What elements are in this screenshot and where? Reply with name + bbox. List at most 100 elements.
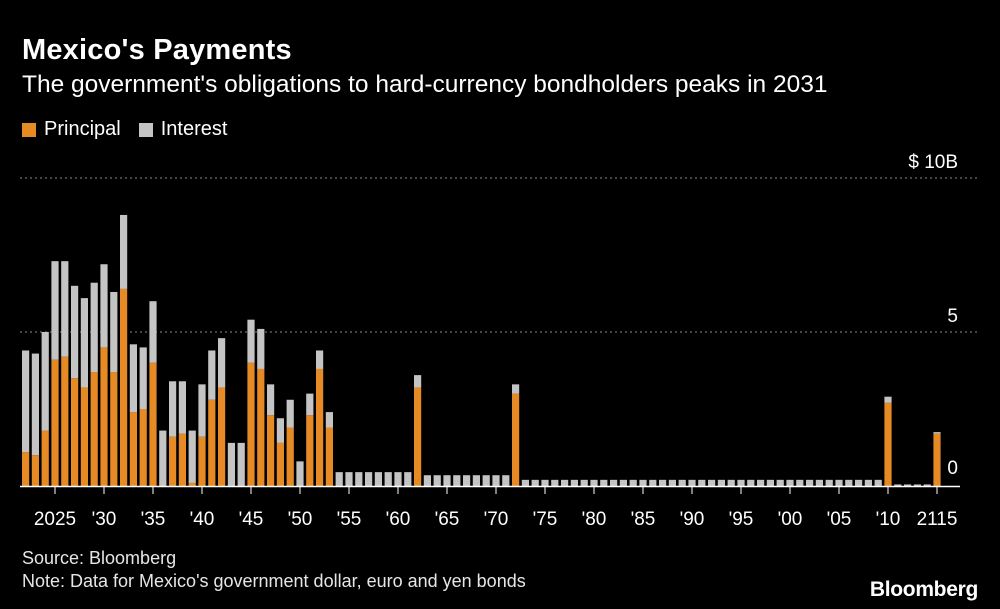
- bar-interest: [149, 301, 157, 363]
- source-note: Source: Bloomberg: [22, 548, 177, 568]
- bar-interest: [512, 384, 520, 394]
- bar-interest: [453, 475, 461, 486]
- bar-interest: [668, 479, 676, 486]
- legend-swatch-principal: [22, 122, 36, 137]
- x-tick-label: '65: [435, 509, 460, 530]
- bar-interest: [374, 472, 382, 486]
- bar-interest: [717, 479, 725, 486]
- bar-principal: [257, 368, 265, 486]
- bar-principal: [100, 347, 108, 486]
- bar-interest: [414, 375, 422, 388]
- x-tick-label: '95: [729, 509, 754, 530]
- bar-principal: [22, 452, 30, 486]
- legend-item-principal: Principal: [22, 118, 121, 141]
- bar-interest: [845, 479, 853, 486]
- bar-interest: [247, 319, 255, 363]
- bar-interest: [237, 442, 245, 486]
- bar-interest: [757, 479, 765, 486]
- bar-principal: [414, 387, 422, 486]
- bar-principal: [306, 415, 314, 486]
- bar-interest: [610, 479, 618, 486]
- bar-interest: [316, 350, 324, 369]
- x-tick-label: '50: [288, 509, 313, 530]
- bar-interest: [227, 442, 235, 486]
- bar-interest: [178, 381, 186, 434]
- bar-principal: [208, 399, 216, 486]
- bar-interest: [649, 479, 657, 486]
- bar-principal: [41, 430, 49, 486]
- bar-principal: [247, 362, 255, 486]
- bar-interest: [698, 479, 706, 486]
- bar-principal: [90, 372, 98, 486]
- bar-interest: [551, 479, 559, 486]
- bar-principal: [120, 288, 128, 486]
- bar-interest: [570, 479, 578, 486]
- bar-interest: [904, 484, 912, 486]
- bar-principal: [149, 362, 157, 486]
- bar-interest: [688, 479, 696, 486]
- legend-item-interest: Interest: [138, 118, 227, 141]
- bar-principal: [198, 436, 206, 486]
- bar-interest: [208, 350, 216, 400]
- bar-interest: [815, 479, 823, 486]
- bar-interest: [678, 479, 686, 486]
- bar-principal: [51, 359, 59, 486]
- bar-interest: [502, 475, 510, 486]
- bar-interest: [296, 461, 304, 486]
- bar-interest: [423, 475, 431, 486]
- data-note: Note: Data for Mexico's government dolla…: [22, 571, 526, 591]
- bar-interest: [590, 479, 598, 486]
- chart-title: Mexico's Payments: [22, 34, 292, 66]
- bar-interest: [159, 430, 167, 486]
- bar-interest: [267, 384, 275, 416]
- bar-principal: [286, 427, 294, 486]
- bar-interest: [766, 479, 774, 486]
- bloomberg-logo: Bloomberg: [869, 578, 978, 601]
- x-tick-label: '35: [141, 509, 166, 530]
- bar-interest: [864, 479, 872, 486]
- chart-legend: Principal Interest: [22, 118, 245, 141]
- bar-interest: [629, 479, 637, 486]
- x-tick-label: '00: [778, 509, 803, 530]
- bar-principal: [178, 433, 186, 486]
- bar-interest: [286, 399, 294, 428]
- bar-interest: [71, 285, 79, 379]
- bar-interest: [776, 479, 784, 486]
- bar-interest: [472, 475, 480, 486]
- bar-interest: [110, 291, 118, 373]
- x-tick-label: '40: [190, 509, 215, 530]
- x-tick-label: '10: [876, 509, 901, 530]
- y-tick-label: $ 10B: [908, 152, 958, 173]
- bar-interest: [894, 484, 902, 486]
- x-tick-label: '45: [239, 509, 264, 530]
- bar-interest: [531, 479, 539, 486]
- bar-interest: [737, 479, 745, 486]
- bar-principal: [512, 393, 520, 486]
- bar-interest: [786, 479, 794, 486]
- bar-interest: [923, 484, 931, 486]
- x-tick-label: '70: [484, 509, 509, 530]
- x-tick-label: '55: [337, 509, 362, 530]
- x-tick-label: 2115: [917, 509, 958, 530]
- bar-interest: [835, 479, 843, 486]
- x-tick-label: '60: [386, 509, 411, 530]
- bar-interest: [580, 479, 588, 486]
- y-tick-label: 0: [947, 458, 958, 479]
- x-tick-label: '80: [582, 509, 607, 530]
- bar-interest: [188, 430, 196, 483]
- bar-principal: [61, 356, 69, 486]
- bar-interest: [433, 475, 441, 486]
- bar-interest: [139, 347, 147, 409]
- bar-interest: [561, 479, 569, 486]
- x-tick-label: '90: [680, 509, 705, 530]
- bar-interest: [394, 472, 402, 486]
- x-tick-label: '75: [533, 509, 558, 530]
- bar-interest: [257, 328, 265, 369]
- bar-principal: [933, 433, 941, 486]
- bar-interest: [874, 479, 882, 486]
- bar-interest: [463, 475, 471, 486]
- bar-interest: [404, 472, 412, 486]
- bar-interest: [22, 350, 30, 453]
- bar-interest: [120, 214, 128, 289]
